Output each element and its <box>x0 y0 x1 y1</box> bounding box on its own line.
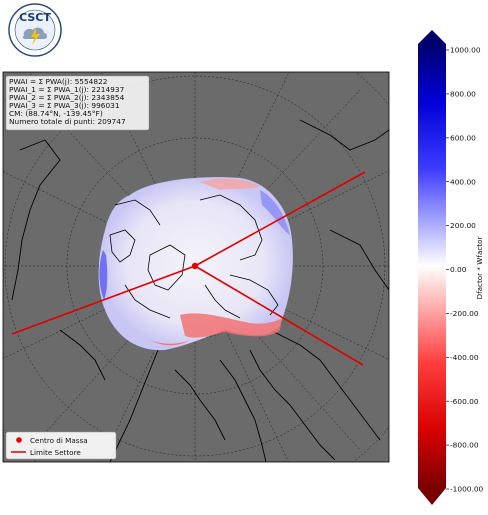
sector-limit-line <box>194 171 366 267</box>
map-panel <box>2 71 390 463</box>
colorbar: 1000.00 800.00 600.00 400.00 200.00 0.00 -200.… <box>418 30 484 505</box>
colorbar-tick-label: 800.00 <box>450 90 476 99</box>
legend-label-limite: Limite Settore <box>30 448 81 457</box>
sector-limit-line <box>194 265 364 366</box>
colorbar-label: Dfactor * Wfactor <box>475 236 484 299</box>
colorbar-tick-label: -800.00 <box>450 441 479 450</box>
colorbar-tick-label: -200.00 <box>450 309 479 318</box>
colorbar-bar <box>418 44 446 488</box>
field-negative-band <box>180 313 282 338</box>
csct-logo: CSCT <box>8 3 62 57</box>
colorbar-tick-label: -600.00 <box>450 397 479 406</box>
colorbar-tick-label: -1000.00 <box>450 485 484 494</box>
info-line: PWAI = Σ PWA(j): 5554822 <box>9 77 108 86</box>
field-positive-east <box>260 190 290 235</box>
colorbar-tick-label: 1000.00 <box>450 46 481 55</box>
legend-dot-marker <box>16 437 22 443</box>
colorbar-extend-top <box>418 30 446 44</box>
colorbar-tick-label: -400.00 <box>450 353 479 362</box>
sector-limits <box>11 171 366 366</box>
legend-label-centro: Centro di Massa <box>30 436 88 445</box>
colorbar-extend-bottom <box>418 488 446 505</box>
coastlines <box>11 119 389 462</box>
colorbar-ticks: 1000.00 800.00 600.00 400.00 200.00 0.00 -200.… <box>446 46 484 494</box>
colorbar-tick-label: 400.00 <box>450 177 476 186</box>
legend: Centro di Massa Limite Settore <box>5 431 117 460</box>
sector-limit-line <box>11 265 196 335</box>
info-line: CM: (88.74°N, -139.45°F) <box>9 109 103 118</box>
colorbar-tick-label: 0.00 <box>450 265 467 274</box>
logo-text: CSCT <box>19 11 51 24</box>
info-box: PWAI = Σ PWA(j): 5554822 PWAI_1 = Σ PWA_… <box>5 75 150 131</box>
info-line: PWAI_2 = Σ PWA_2(j): 2343854 <box>9 93 125 102</box>
info-line: Numero totale di punti: 209747 <box>9 117 126 126</box>
center-of-mass-marker <box>191 262 199 270</box>
field-positive-west <box>99 250 108 300</box>
info-line: PWAI_1 = Σ PWA_1(j): 2214937 <box>9 85 125 94</box>
colorbar-tick-label: 200.00 <box>450 221 476 230</box>
lightning-icon <box>31 28 40 45</box>
colorbar-tick-label: 600.00 <box>450 133 476 142</box>
info-line: PWAI_3 = Σ PWA_3(j): 996031 <box>9 101 120 110</box>
field-negative-top <box>200 178 260 190</box>
